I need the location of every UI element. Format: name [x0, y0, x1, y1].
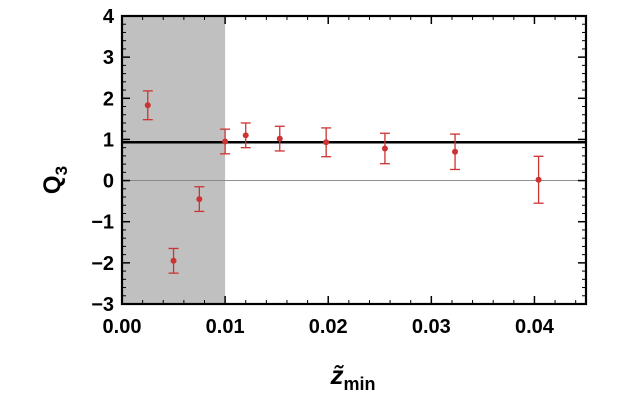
- y-tick-label: 2: [103, 88, 114, 110]
- data-point: [220, 128, 231, 155]
- y-axis-title-main: Q: [39, 175, 66, 194]
- point-marker: [276, 135, 283, 142]
- x-axis-title-main: z̃: [329, 360, 344, 390]
- data-point: [240, 122, 251, 149]
- tick-labels: 0.00 0.01 0.02 0.03 0.04 −3 −2 −1 0 1 2 3 4: [91, 6, 555, 338]
- data-point: [194, 186, 205, 213]
- data-point: [533, 155, 544, 204]
- point-marker: [170, 257, 177, 264]
- y-tick-label: 0: [103, 171, 114, 193]
- y-tick-label: 4: [103, 6, 115, 28]
- x-tick-label: 0.00: [103, 316, 142, 338]
- y-tick-label: 1: [103, 129, 114, 151]
- data-point: [450, 133, 461, 171]
- plot-frame: [120, 14, 588, 306]
- point-marker: [222, 138, 229, 145]
- x-tick-label: 0.03: [412, 316, 451, 338]
- x-tick-label: 0.04: [515, 316, 555, 338]
- data-point: [168, 247, 179, 274]
- data-point: [321, 127, 332, 158]
- y-tick-label: −1: [91, 212, 114, 234]
- point-marker: [144, 102, 151, 109]
- y-tick-label: −2: [91, 253, 114, 275]
- x-tick-label: 0.01: [206, 316, 245, 338]
- point-marker: [196, 196, 203, 203]
- data-point: [274, 125, 285, 152]
- y-axis-title: Q3: [39, 166, 71, 194]
- y-tick-label: −3: [91, 294, 114, 316]
- x-tick-label: 0.02: [309, 316, 348, 338]
- data-point: [379, 132, 390, 165]
- data-point: [142, 90, 153, 121]
- point-marker: [381, 145, 388, 152]
- x-axis-title-sub: min: [343, 374, 375, 394]
- point-marker: [242, 132, 249, 139]
- point-marker: [535, 176, 542, 183]
- point-marker: [323, 139, 330, 146]
- point-marker: [452, 148, 459, 155]
- data-points: [142, 90, 544, 274]
- x-axis-title: z̃min: [329, 360, 375, 394]
- y-axis-title-sub: 3: [52, 166, 71, 175]
- y-tick-label: 3: [103, 47, 114, 69]
